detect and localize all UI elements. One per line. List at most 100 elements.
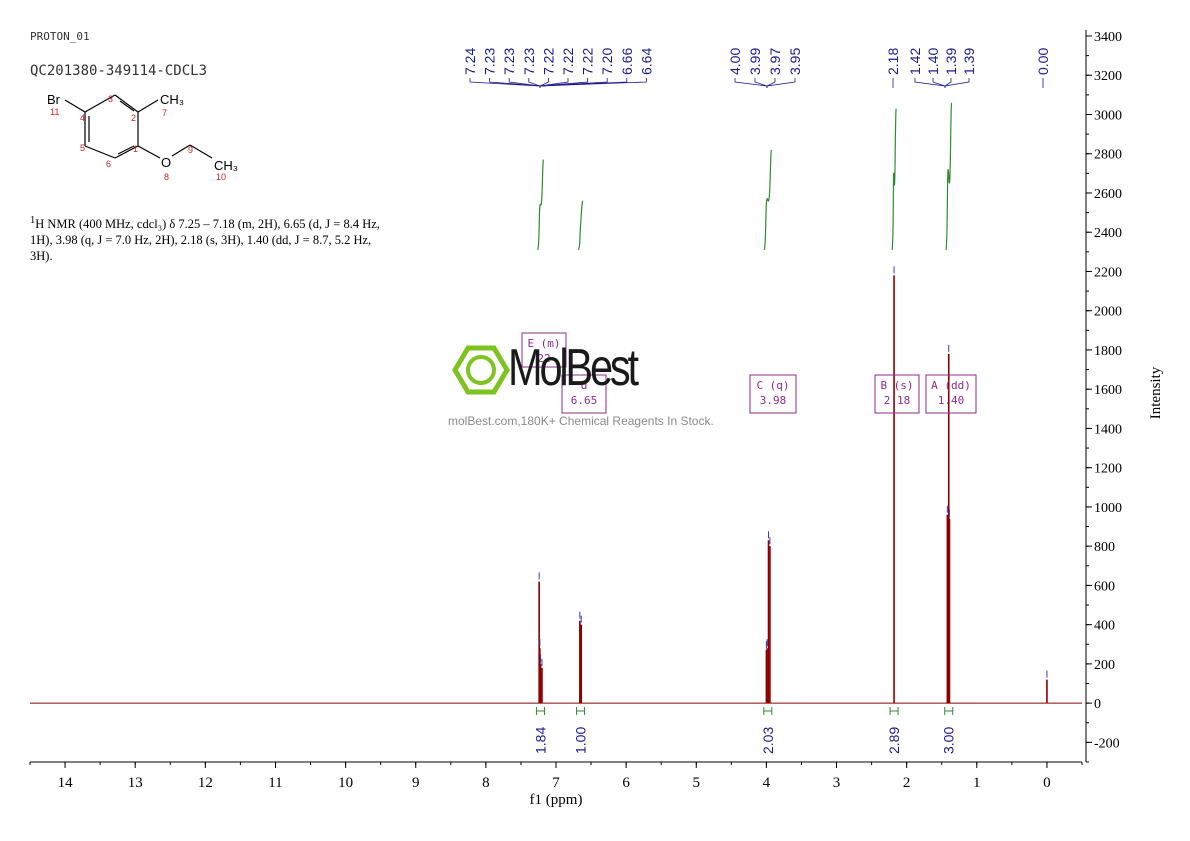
molbest-logo-icon — [452, 345, 510, 395]
y-tick-label: 1200 — [1094, 462, 1122, 477]
peak-label-leader — [539, 78, 647, 88]
peak-label: 3.99 — [747, 48, 763, 75]
y-tick-label: 3000 — [1094, 108, 1122, 123]
x-tick-label: 6 — [622, 775, 630, 791]
multiplet-shift: 22 — [537, 352, 550, 365]
atom-number: 8 — [164, 172, 169, 182]
atom-number: 4 — [80, 113, 85, 123]
peak-label: 7.22 — [540, 48, 556, 75]
nmr-line: 3H). — [30, 249, 53, 264]
x-tick-label: 4 — [763, 775, 771, 791]
x-tick-label: 5 — [693, 775, 701, 791]
atom-number: 7 — [162, 108, 167, 118]
peak-label: 7.22 — [560, 48, 576, 75]
peak-label: 7.22 — [580, 48, 596, 75]
y-axis-label: Intensity — [1148, 366, 1164, 419]
nmr-line: 1H), 3.98 (q, J = 7.0 Hz, 2H), 2.18 (s, … — [30, 233, 372, 248]
peak-label: 1.39 — [943, 48, 959, 75]
peak-label-leader — [508, 78, 541, 88]
peak-label: 4.00 — [727, 48, 743, 75]
x-tick-label: 0 — [1043, 775, 1051, 791]
atom-number: 11 — [50, 107, 59, 117]
atom-br: Br — [47, 92, 61, 107]
y-tick-label: 400 — [1094, 619, 1115, 634]
multiplet-boxes: E (m) 22 d 6.65 C (q) 3.98 B (s) 2.18 A (dd) 1.40 — [521, 332, 977, 414]
multiplet-box — [874, 374, 920, 414]
y-tick-label: 2000 — [1094, 305, 1122, 320]
peak-label: 6.66 — [619, 48, 635, 75]
y-tick-label: 3200 — [1094, 69, 1122, 84]
peak-label-leader — [539, 78, 549, 88]
multiplet-box — [925, 374, 977, 414]
experiment-name: PROTON_01 — [30, 30, 90, 43]
y-tick-label: 1000 — [1094, 501, 1122, 516]
peak-label: 6.64 — [638, 48, 654, 75]
peak-label-leader — [528, 78, 541, 88]
x-tick-label: 14 — [58, 775, 74, 791]
multiplet-box — [521, 332, 567, 368]
x-tick-label: 3 — [833, 775, 841, 791]
multiplet-shift: 2.18 — [884, 394, 911, 407]
multiplet-label: C (q) — [756, 379, 789, 392]
peak-label-leader — [734, 78, 768, 88]
multiplet-label: d — [581, 379, 588, 392]
y-tick-label: 600 — [1094, 579, 1115, 594]
integral-curves — [537, 102, 953, 251]
peak-label: 7.23 — [482, 48, 498, 75]
peak-label: 1.40 — [925, 48, 941, 75]
peak-label: 3.97 — [767, 48, 783, 75]
x-tick-label: 13 — [128, 775, 143, 791]
y-tick-label: 1600 — [1094, 383, 1122, 398]
atom-number: 1 — [133, 144, 138, 154]
peak-label-leader — [944, 78, 970, 88]
x-tick-label: 12 — [198, 775, 213, 791]
molecule-structure: Br CH₃ O CH₃ 11 4 3 2 7 1 5 6 8 9 10 — [47, 92, 238, 182]
peak-label: 7.23 — [501, 48, 517, 75]
chart-axes: 14 13 12 11 10 9 8 7 6 5 4 3 2 1 0-2000200400600800100… — [29, 30, 1122, 791]
multiplet-box — [561, 374, 607, 414]
peak-label: 7.23 — [521, 48, 537, 75]
integral-labels: 1.84 1.00 2.03 2.89 3.00 — [533, 707, 957, 754]
x-tick-label: 1 — [973, 775, 981, 791]
integral-curve — [891, 108, 897, 251]
peak-labels: 7.24 7.23 7.23 7.23 7.22 7.22 7.22 7.20 6.66 6.64… — [462, 48, 1051, 88]
peak-label: 0.00 — [1035, 48, 1051, 75]
atom-number: 5 — [80, 143, 85, 153]
peak-label: 1.39 — [961, 48, 977, 75]
peak-label-leader — [754, 78, 768, 88]
y-tick-label: -200 — [1094, 736, 1120, 751]
atom-ch3-ethyl: CH₃ — [214, 158, 238, 173]
integral-value: 3.00 — [941, 727, 957, 754]
peak-label-leader — [539, 78, 569, 88]
peak-label: 3.95 — [787, 48, 803, 75]
watermark-caption: molBest.com,180K+ Chemical Reagents In S… — [448, 414, 714, 428]
x-tick-label: 10 — [338, 775, 353, 791]
atom-ch3-top: CH₃ — [160, 92, 184, 107]
integral-value: 2.03 — [760, 727, 776, 754]
y-tick-label: 2200 — [1094, 265, 1122, 280]
integral-value: 1.84 — [533, 727, 549, 754]
nmr-line: H NMR (400 MHz, cdcl₃) δ 7.25 – 7.18 (m,… — [35, 217, 380, 232]
x-tick-label: 11 — [268, 775, 282, 791]
peak-label-leader — [766, 78, 776, 88]
integral-value: 2.89 — [886, 727, 902, 754]
watermark-brand: MolBest — [508, 339, 639, 397]
peak-label: 2.18 — [885, 48, 901, 75]
y-tick-label: 2800 — [1094, 148, 1122, 163]
y-tick-label: 800 — [1094, 540, 1115, 555]
y-tick-label: 2600 — [1094, 187, 1122, 202]
x-tick-label: 9 — [412, 775, 420, 791]
multiplet-label: E (m) — [527, 337, 560, 350]
multiplet-label: B (s) — [880, 379, 913, 392]
x-tick-label: 2 — [903, 775, 911, 791]
multiplet-shift: 1.40 — [938, 394, 965, 407]
peak-label-leader — [944, 78, 952, 88]
integral-curve — [763, 149, 772, 251]
peak-label-leader — [914, 78, 946, 88]
peak-label: 1.42 — [907, 48, 923, 75]
integral-curve — [537, 159, 544, 251]
y-tick-label: 3400 — [1094, 30, 1122, 45]
atom-o: O — [161, 155, 171, 170]
atom-number: 6 — [106, 159, 111, 169]
